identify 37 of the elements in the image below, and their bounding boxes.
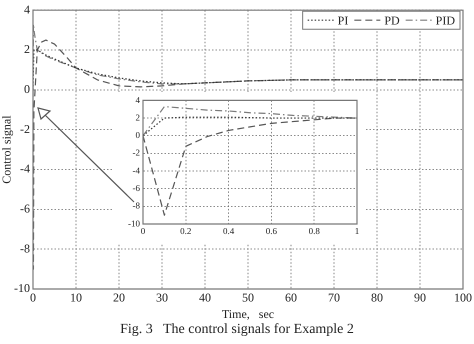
x-tick-label: 60	[285, 290, 297, 304]
x-tick-label: 10	[70, 290, 82, 304]
x-tick-label: 80	[371, 290, 383, 304]
x-tick-label: 0.4	[222, 226, 235, 236]
y-axis-title: Control signal	[0, 114, 14, 184]
y-tick-label: 2	[24, 42, 30, 56]
x-tick-label: 0.6	[266, 226, 278, 236]
y-tick-label: 4	[24, 2, 30, 16]
x-tick-label: 30	[156, 290, 168, 304]
y-tick-label: -8	[132, 200, 140, 211]
x-tick-label: 40	[199, 290, 211, 304]
x-tick-label: 0.8	[308, 226, 320, 236]
x-tick-label: 100	[454, 290, 472, 304]
legend-label: PD	[384, 13, 400, 28]
y-tick-label: -4	[132, 165, 140, 176]
x-tick-label: 50	[242, 290, 254, 304]
x-tick-label: 20	[113, 290, 125, 304]
y-tick-label: 2	[136, 112, 140, 122]
y-tick-label: -2	[20, 122, 30, 136]
x-tick-label: 1	[354, 226, 360, 236]
caption: Fig. 3 The control signals for Example 2	[119, 322, 355, 338]
x-tick-label: 0.2	[180, 226, 192, 236]
y-tick-label: -6	[132, 183, 140, 194]
y-tick-label: -4	[20, 162, 30, 176]
y-tick-label: -2	[132, 148, 140, 158]
x-axis-title: Time, sec	[222, 306, 274, 321]
y-tick-label: 0	[136, 130, 140, 140]
legend-label: PID	[436, 13, 456, 28]
legend-label: PI	[338, 13, 348, 28]
x-tick-label: 70	[328, 290, 340, 304]
x-tick-label: 90	[414, 290, 426, 304]
y-tick-label: -10	[128, 218, 140, 228]
y-tick-label: 4	[136, 94, 140, 105]
y-tick-label: -10	[14, 281, 30, 296]
y-tick-label: 0	[24, 82, 30, 96]
y-tick-label: -6	[20, 202, 30, 216]
y-tick-label: -8	[20, 241, 30, 256]
